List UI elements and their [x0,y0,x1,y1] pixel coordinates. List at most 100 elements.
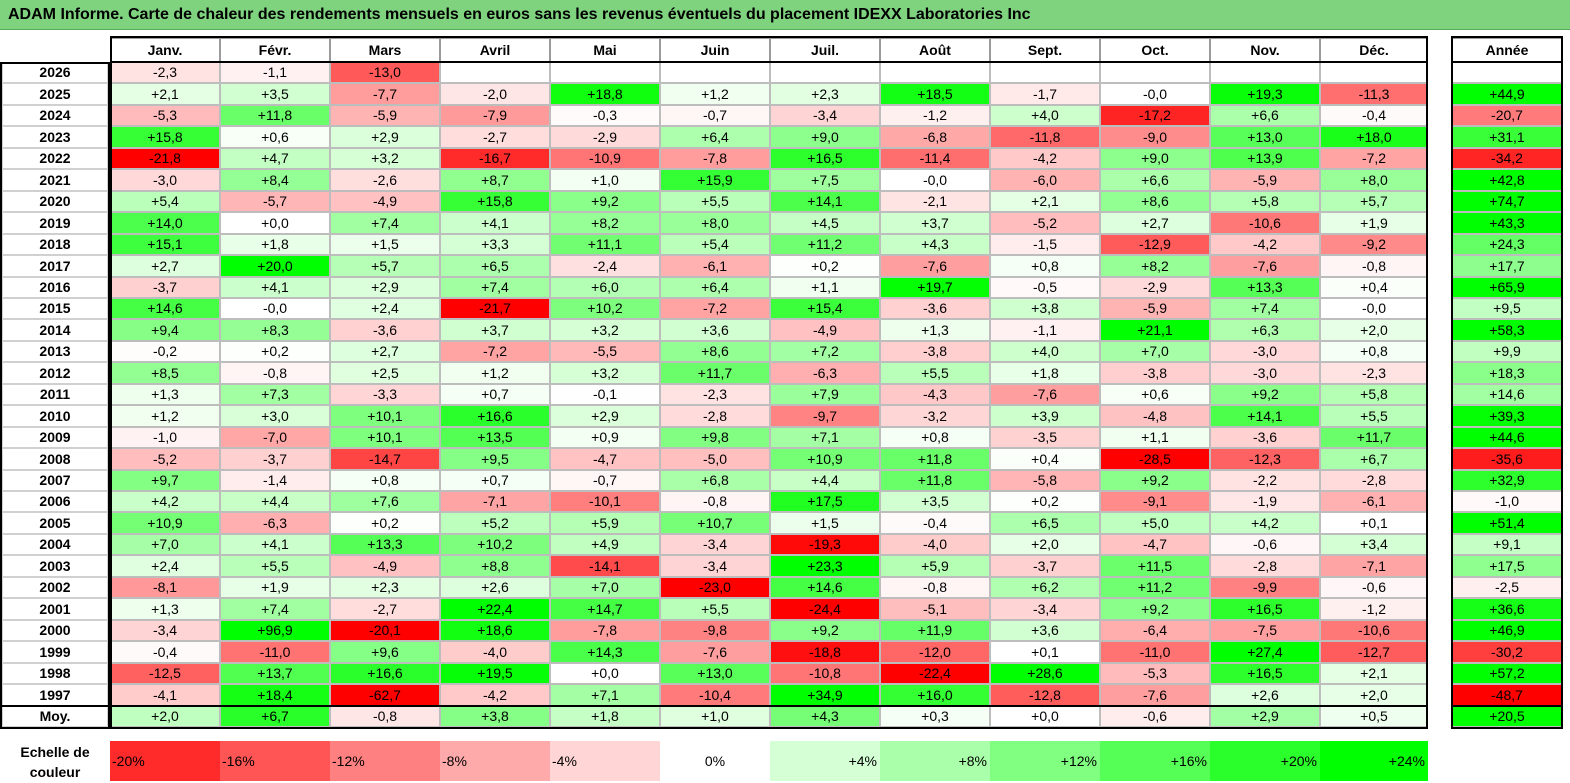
heatmap-cell: -6,3 [220,512,330,534]
heatmap-cell: +5,4 [660,234,770,255]
year-total-cell: +17,7 [1452,255,1562,277]
heatmap-cell: -4,2 [440,684,550,706]
heatmap-cell: +13,3 [1210,277,1320,298]
month-header: Juin [660,38,770,62]
chart-title-text: ADAM Informe. Carte de chaleur des rende… [8,6,1031,23]
heatmap-cell: -5,9 [330,105,440,126]
heatmap-cell: +2,7 [110,255,220,277]
heatmap-cell: +14,3 [550,641,660,663]
heatmap-cell: +5,7 [1320,191,1428,212]
heatmap-cell: +9,6 [330,641,440,663]
year-row-label: 2023 [2,126,108,148]
heatmap-cell: -20,1 [330,620,440,641]
heatmap-cell: +7,3 [220,384,330,405]
heatmap-cell: -12,9 [1100,234,1210,255]
heatmap-cell: -2,1 [880,191,990,212]
heatmap-cell: +3,7 [880,212,990,234]
heatmap-cell: +0,2 [990,491,1100,512]
year-total-cell: +44,9 [1452,83,1562,105]
heatmap-cell: -2,3 [110,62,220,83]
heatmap-cell: +5,4 [110,191,220,212]
heatmap-cell: +2,3 [770,83,880,105]
heatmap-cell: -5,9 [1210,169,1320,191]
heatmap-cell: +15,8 [440,191,550,212]
heatmap-cell: -9,9 [1210,577,1320,598]
heatmap-cell: -10,6 [1320,620,1428,641]
heatmap-cell [880,62,990,83]
heatmap-cell: -1,9 [1210,491,1320,512]
heatmap-cell: -7,6 [1100,684,1210,706]
heatmap-cell: -12,3 [1210,448,1320,470]
year-total-cell: +18,3 [1452,362,1562,384]
heatmap-cell: +2,6 [1210,684,1320,706]
heatmap-cell: +6,6 [1210,105,1320,126]
heatmap-cell: +19,3 [1210,83,1320,105]
heatmap-cell: -0,6 [1210,534,1320,555]
heatmap-cell: +7,2 [770,341,880,362]
heatmap-cell: +2,1 [990,191,1100,212]
heatmap-cell: +8,0 [1320,169,1428,191]
heatmap-cell: +15,9 [660,169,770,191]
average-cell: +2,9 [1210,706,1320,727]
heatmap-cell: +2,4 [330,298,440,319]
heatmap-cell: +9,4 [110,319,220,341]
year-total-cell: +32,9 [1452,470,1562,491]
heatmap-cell: +4,2 [110,491,220,512]
heatmap-cell: -7,8 [550,620,660,641]
month-header: Avril [440,38,550,62]
heatmap-cell: +1,2 [110,405,220,427]
heatmap-cell: -8,1 [110,577,220,598]
heatmap-cell: -7,8 [660,148,770,169]
year-row-label: 2022 [2,148,108,169]
heatmap-cell: -14,1 [550,555,660,577]
heatmap-cell: +5,2 [440,512,550,534]
heatmap-cell: +2,3 [330,577,440,598]
heatmap-cell: -7,7 [330,83,440,105]
heatmap-cell: +13,0 [1210,126,1320,148]
heatmap-cell: +10,2 [440,534,550,555]
heatmap-cell: +5,8 [1210,191,1320,212]
heatmap-cell: +7,4 [220,598,330,620]
heatmap-cell: -9,7 [770,405,880,427]
year-row-label: 2013 [2,341,108,362]
heatmap-cell: +1,1 [1100,427,1210,448]
heatmap-cell: +14,1 [1210,405,1320,427]
heatmap-cell: +2,6 [440,577,550,598]
heatmap-cell: -23,0 [660,577,770,598]
heatmap-cell: -0,6 [1320,577,1428,598]
heatmap-cell: +0,7 [440,470,550,491]
heatmap-cell: +19,5 [440,663,550,684]
heatmap-cell: -28,5 [1100,448,1210,470]
heatmap-cell: +15,4 [770,298,880,319]
heatmap-cell: -0,8 [880,577,990,598]
heatmap-cell: +0,8 [990,255,1100,277]
year-row-label: 2019 [2,212,108,234]
heatmap-cell: +13,7 [220,663,330,684]
average-cell: -0,8 [330,706,440,727]
heatmap-cell: +14,7 [550,598,660,620]
heatmap-cell: +18,8 [550,83,660,105]
heatmap-cell: +3,2 [550,319,660,341]
heatmap-cell: +4,1 [220,277,330,298]
heatmap-cell: -10,8 [770,663,880,684]
heatmap-cell: +10,9 [770,448,880,470]
heatmap-cell: +5,5 [220,555,330,577]
color-scale-stop: -20% [110,741,220,781]
year-total-cell: +42,8 [1452,169,1562,191]
heatmap-cell: -4,9 [330,555,440,577]
heatmap-cell: +13,5 [440,427,550,448]
color-scale-stop: -4% [550,741,660,781]
heatmap-cell: -7,6 [1210,255,1320,277]
year-row-label: 2021 [2,169,108,191]
year-total-cell: +24,3 [1452,234,1562,255]
year-total-cell: +65,9 [1452,277,1562,298]
heatmap-cell: -0,7 [660,105,770,126]
year-row-label: 2000 [2,620,108,641]
heatmap-cell: +7,0 [1100,341,1210,362]
heatmap-cell: +8,0 [660,212,770,234]
year-row-label: 2017 [2,255,108,277]
color-scale-stop: +16% [1100,741,1210,781]
heatmap-cell: -7,6 [990,384,1100,405]
average-cell: +0,5 [1320,706,1428,727]
year-header: Année [1452,38,1562,62]
